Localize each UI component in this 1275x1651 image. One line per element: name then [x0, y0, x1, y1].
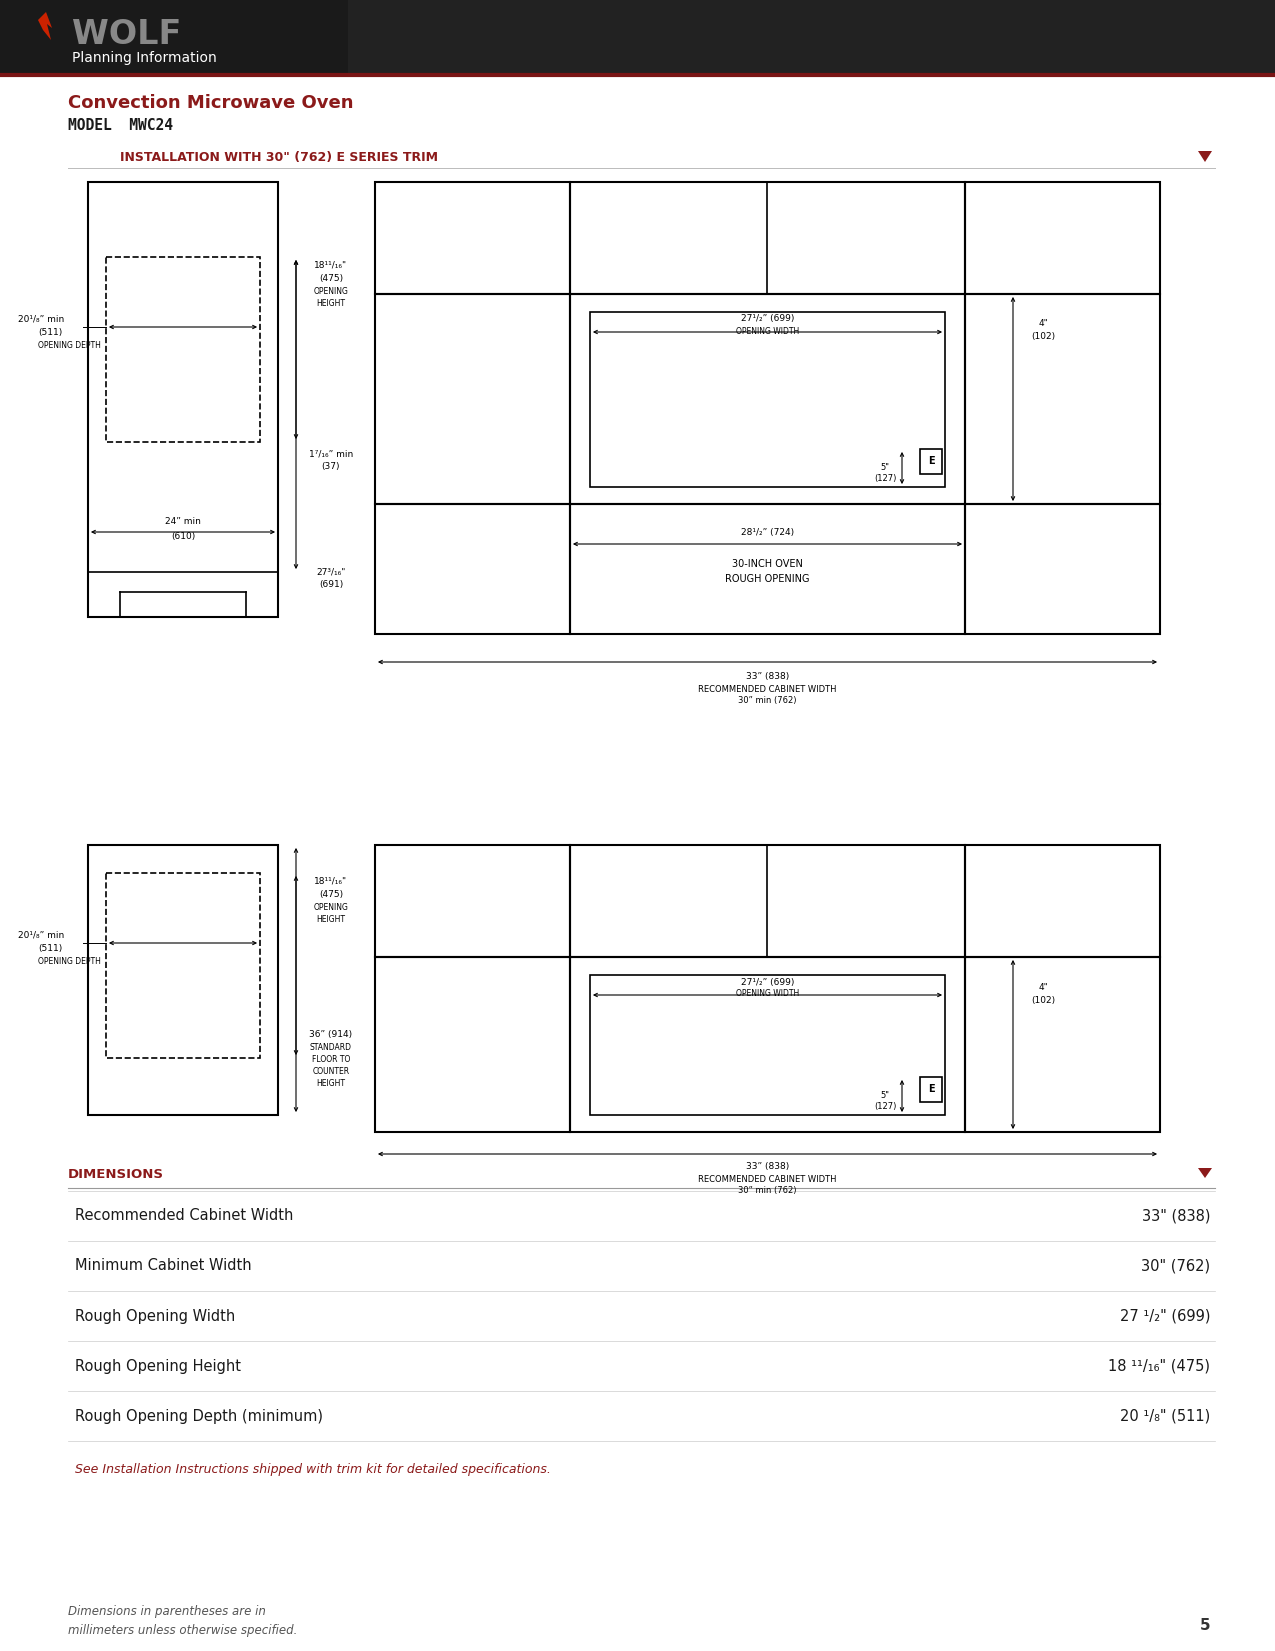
Text: (102): (102): [1031, 996, 1056, 1004]
Bar: [570, 182, 965, 294]
Text: 20¹/₈” min: 20¹/₈” min: [18, 931, 64, 939]
Bar: [590, 976, 945, 1114]
Text: INSTALLATION WITH 30" (762) E SERIES TRIM: INSTALLATION WITH 30" (762) E SERIES TRI…: [120, 152, 439, 165]
Text: HEIGHT: HEIGHT: [316, 915, 346, 923]
Bar: [375, 182, 570, 294]
Bar: [921, 449, 942, 474]
Bar: [106, 258, 260, 442]
Text: WOLF: WOLF: [71, 18, 181, 51]
Text: OPENING: OPENING: [314, 903, 348, 913]
Bar: [375, 958, 570, 1133]
Polygon shape: [1198, 1167, 1213, 1179]
Text: OPENING DEPTH: OPENING DEPTH: [38, 958, 101, 966]
Text: Minimum Cabinet Width: Minimum Cabinet Width: [75, 1258, 251, 1273]
Text: 5: 5: [1200, 1618, 1210, 1633]
Text: MODEL  MWC24: MODEL MWC24: [68, 119, 173, 134]
Bar: [0, 0, 1275, 73]
Text: (691): (691): [319, 580, 343, 588]
Text: 33" (838): 33" (838): [1141, 1209, 1210, 1223]
Bar: [965, 958, 1160, 1133]
Text: Convection Microwave Oven: Convection Microwave Oven: [68, 94, 353, 112]
Text: 20¹/₈” min: 20¹/₈” min: [18, 314, 64, 324]
Text: (610): (610): [171, 532, 195, 540]
Text: 1⁷/₁₆” min: 1⁷/₁₆” min: [309, 449, 353, 459]
Bar: [570, 504, 965, 634]
Text: (127): (127): [873, 474, 896, 484]
Bar: [570, 845, 965, 958]
Bar: [375, 294, 570, 504]
Text: HEIGHT: HEIGHT: [316, 1080, 346, 1088]
Text: 27¹/₂” (699): 27¹/₂” (699): [741, 977, 794, 987]
Text: (37): (37): [321, 462, 340, 472]
Text: 5": 5": [881, 462, 890, 472]
Bar: [965, 182, 1160, 294]
Text: HEIGHT: HEIGHT: [316, 299, 346, 307]
Text: 18¹¹/₁₆": 18¹¹/₁₆": [315, 877, 348, 885]
Bar: [590, 312, 945, 487]
Text: ROUGH OPENING: ROUGH OPENING: [725, 575, 810, 584]
Text: Rough Opening Depth (minimum): Rough Opening Depth (minimum): [75, 1408, 323, 1423]
Bar: [570, 958, 965, 1133]
Text: 30-INCH OVEN: 30-INCH OVEN: [732, 560, 803, 570]
Text: 24” min: 24” min: [164, 517, 201, 527]
Text: Dimensions in parentheses are in
millimeters unless otherwise specified.: Dimensions in parentheses are in millime…: [68, 1605, 297, 1638]
Text: DIMENSIONS: DIMENSIONS: [68, 1169, 164, 1182]
Text: 30" (762): 30" (762): [1141, 1258, 1210, 1273]
Bar: [375, 504, 570, 634]
Text: See Installation Instructions shipped with trim kit for detailed specifications.: See Installation Instructions shipped wi…: [75, 1463, 551, 1476]
Text: 5": 5": [881, 1091, 890, 1100]
Bar: [375, 845, 570, 958]
Text: 4": 4": [1038, 320, 1048, 329]
Text: (127): (127): [873, 1103, 896, 1111]
Text: Recommended Cabinet Width: Recommended Cabinet Width: [75, 1209, 293, 1223]
Text: STANDARD: STANDARD: [310, 1043, 352, 1052]
Text: 28¹/₂” (724): 28¹/₂” (724): [741, 528, 794, 537]
Text: Rough Opening Width: Rough Opening Width: [75, 1309, 236, 1324]
Text: Rough Opening Height: Rough Opening Height: [75, 1359, 241, 1374]
Text: 27 ¹/₂" (699): 27 ¹/₂" (699): [1119, 1309, 1210, 1324]
Text: 33” (838): 33” (838): [746, 1162, 789, 1172]
Text: RECOMMENDED CABINET WIDTH: RECOMMENDED CABINET WIDTH: [699, 685, 836, 693]
Text: Planning Information: Planning Information: [71, 51, 217, 64]
Bar: [88, 845, 278, 1114]
Text: COUNTER: COUNTER: [312, 1068, 349, 1076]
Text: RECOMMENDED CABINET WIDTH: RECOMMENDED CABINET WIDTH: [699, 1174, 836, 1184]
Text: 18 ¹¹/₁₆" (475): 18 ¹¹/₁₆" (475): [1108, 1359, 1210, 1374]
Text: 30” min (762): 30” min (762): [738, 697, 797, 705]
Bar: [570, 294, 965, 504]
Text: E: E: [928, 456, 935, 466]
Bar: [965, 294, 1160, 504]
Text: 36” (914): 36” (914): [310, 1030, 353, 1040]
Text: (511): (511): [38, 944, 62, 954]
Text: 18¹¹/₁₆": 18¹¹/₁₆": [315, 261, 348, 269]
Polygon shape: [1198, 150, 1213, 162]
Text: 4": 4": [1038, 982, 1048, 992]
Polygon shape: [38, 12, 52, 40]
Bar: [921, 1076, 942, 1101]
Bar: [965, 504, 1160, 634]
Bar: [106, 873, 260, 1058]
Text: (475): (475): [319, 890, 343, 900]
Text: OPENING WIDTH: OPENING WIDTH: [736, 989, 799, 999]
Text: (475): (475): [319, 274, 343, 284]
Text: OPENING WIDTH: OPENING WIDTH: [736, 327, 799, 335]
Text: FLOOR TO: FLOOR TO: [312, 1055, 351, 1065]
Text: 27³/₁₆": 27³/₁₆": [316, 568, 346, 576]
Bar: [965, 845, 1160, 958]
Text: (511): (511): [38, 329, 62, 337]
Text: 30” min (762): 30” min (762): [738, 1187, 797, 1195]
Bar: [0, 0, 348, 73]
Text: 33” (838): 33” (838): [746, 672, 789, 680]
Text: 27¹/₂” (699): 27¹/₂” (699): [741, 314, 794, 324]
Bar: [88, 182, 278, 617]
Text: E: E: [928, 1085, 935, 1095]
Text: OPENING DEPTH: OPENING DEPTH: [38, 342, 101, 350]
Text: (102): (102): [1031, 332, 1056, 342]
Text: OPENING: OPENING: [314, 287, 348, 297]
Text: 20 ¹/₈" (511): 20 ¹/₈" (511): [1119, 1408, 1210, 1423]
